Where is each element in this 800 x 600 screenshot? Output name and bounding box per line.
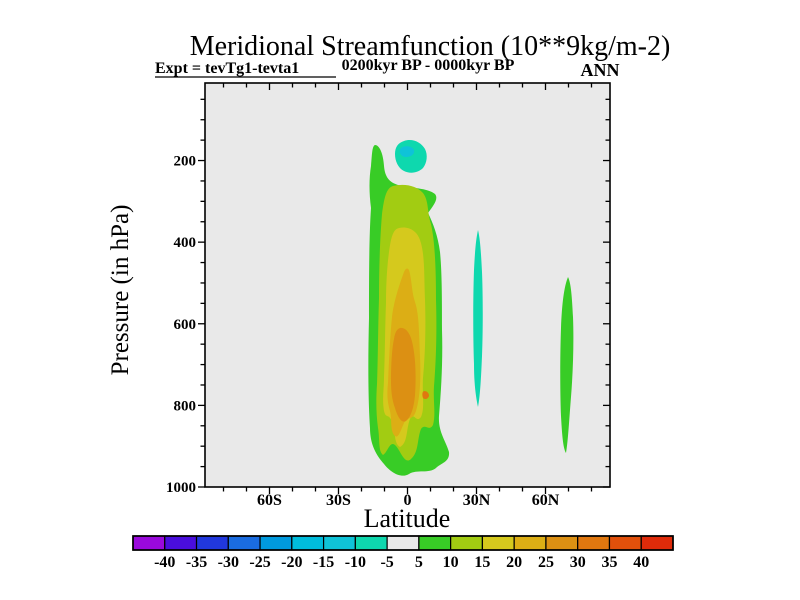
colorbar-label: -35 — [186, 554, 207, 571]
colorbar-segment — [132, 535, 166, 551]
colorbar-segment — [577, 535, 611, 551]
colorbar-segment — [450, 535, 484, 551]
colorbar-segment — [386, 535, 420, 551]
colorbar-segment — [164, 535, 198, 551]
colorbar-label: -5 — [380, 554, 393, 571]
colorbar-label: 35 — [601, 554, 617, 571]
colorbar-label: -30 — [218, 554, 239, 571]
colorbar-segment — [322, 535, 356, 551]
contour-regions — [368, 139, 574, 476]
experiment-label: Expt = tevTg1-tevta1 — [155, 60, 299, 77]
colorbar-border — [132, 535, 674, 551]
y-axis-title: Pressure (in hPa) — [107, 205, 134, 376]
y-tick-label: 1000 — [166, 480, 196, 496]
y-tick-label: 600 — [174, 317, 197, 333]
colorbar-label: -10 — [345, 554, 366, 571]
colorbar-segment — [291, 535, 325, 551]
period-label: 0200kyr BP - 0000kyr BP — [342, 57, 515, 74]
contour-region-upper-negative-patch-neg15-neg10 — [399, 146, 415, 157]
colorbar-segment — [608, 535, 642, 551]
x-axis-title: Latitude — [364, 504, 451, 533]
colorbar-label: 5 — [415, 554, 423, 571]
colorbar-label: -15 — [313, 554, 334, 571]
y-tick-label: 800 — [174, 398, 197, 414]
colorbar-label: -25 — [249, 554, 270, 571]
y-tick-label: 200 — [174, 154, 197, 170]
x-tick-label: 30S — [326, 492, 351, 509]
colorbar-label: 15 — [474, 554, 490, 571]
colorbar-label: 25 — [538, 554, 554, 571]
chart-title: Meridional Streamfunction (10**9kg/m-2) — [190, 31, 671, 62]
colorbar: -40 -35 -30 -25 -20 -15 -10 -5 5 10 15 20 25 30 35 40 — [132, 535, 674, 571]
axis-ticks — [198, 83, 610, 494]
colorbar-segment — [513, 535, 547, 551]
colorbar-label: 20 — [506, 554, 522, 571]
axis-tick-labels: 60S 30S 0 30N 60N 200 400 600 800 1000 — [166, 154, 560, 509]
colorbar-label: -40 — [154, 554, 175, 571]
colorbar-segment — [418, 535, 452, 551]
contour-region-main-positive-cell-30-35-spot — [422, 391, 429, 400]
contour-region-north-30N-negative-sliver-neg10-neg5 — [473, 230, 483, 407]
contour-region-main-positive-cell-25-30 — [391, 327, 416, 422]
x-tick-label: 60S — [257, 492, 282, 509]
colorbar-segment — [545, 535, 579, 551]
x-tick-label: 0 — [404, 492, 412, 509]
colorbar-segment — [259, 535, 293, 551]
contour-region-north-70N-positive-sliver-5-10 — [560, 277, 574, 453]
colorbar-segment — [481, 535, 515, 551]
x-tick-label: 30N — [463, 492, 491, 509]
colorbar-segment — [354, 535, 388, 551]
colorbar-segment — [640, 535, 674, 551]
colorbar-segment — [195, 535, 229, 551]
colorbar-label: 30 — [570, 554, 586, 571]
colorbar-segment — [227, 535, 261, 551]
colorbar-label: 40 — [633, 554, 649, 571]
y-tick-label: 400 — [174, 235, 197, 251]
x-tick-label: 60N — [532, 492, 560, 509]
colorbar-label: 10 — [443, 554, 459, 571]
colorbar-label: -20 — [281, 554, 302, 571]
season-label: ANN — [581, 60, 620, 80]
